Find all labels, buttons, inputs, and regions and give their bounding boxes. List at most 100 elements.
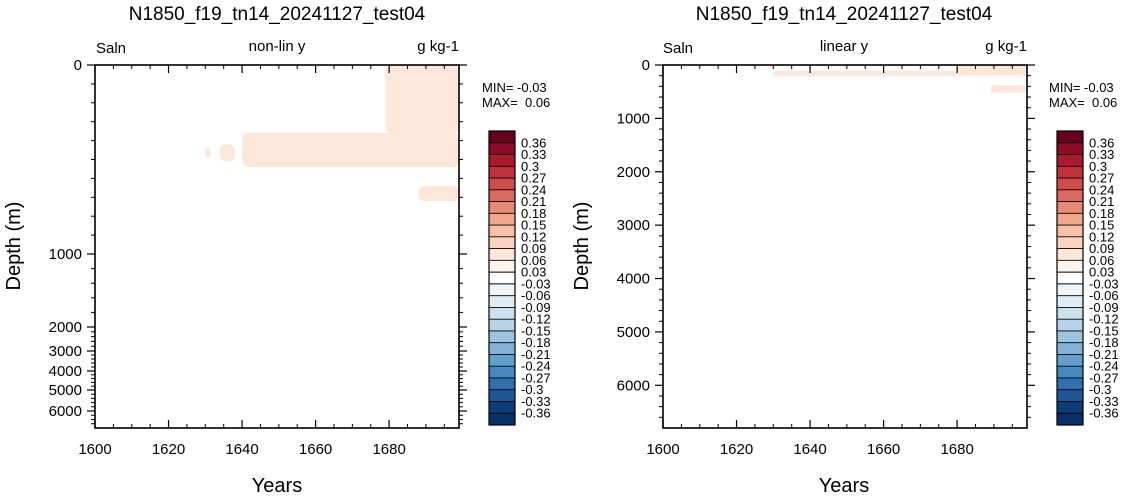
plot-frame <box>94 64 460 429</box>
y-tick-label: 4000 <box>49 363 82 380</box>
y-tick-label: 0 <box>642 57 650 74</box>
colorbar-label: -0.03 <box>521 276 551 291</box>
variable-label: Saln <box>663 40 693 57</box>
chart-title: N1850_f19_tn14_20241127_test04 <box>129 4 426 25</box>
anomaly-region <box>385 65 459 134</box>
colorbar-label: 0.21 <box>521 194 546 209</box>
colorbar-label: -0.3 <box>1089 382 1111 397</box>
colorbar-swatch <box>489 401 515 414</box>
colorbar-swatch <box>1057 248 1083 261</box>
colorbar-label: 0.24 <box>521 182 546 197</box>
colorbar-label: -0.12 <box>1089 312 1119 327</box>
anomaly-region <box>242 133 459 168</box>
colorbar-label: -0.09 <box>1089 300 1119 315</box>
colorbar-label: -0.15 <box>521 323 551 338</box>
min-label: MIN= -0.03 <box>482 80 547 95</box>
x-tick-label: 1600 <box>78 441 111 458</box>
y-tick-label: 5000 <box>49 382 82 399</box>
colorbar-label: 0.21 <box>1089 194 1114 209</box>
y-axis-label: Depth (m) <box>3 202 25 291</box>
colorbar-frame <box>488 130 516 426</box>
chart-title: N1850_f19_tn14_20241127_test04 <box>696 4 993 25</box>
colorbar-swatch <box>489 131 515 144</box>
y-scale-label: non-lin y <box>249 38 306 55</box>
colorbar-swatch <box>489 342 515 355</box>
colorbar-label: -0.21 <box>521 347 551 362</box>
colorbar-label: 0.12 <box>1089 229 1114 244</box>
x-axis-label: Years <box>252 475 302 497</box>
colorbar-label: 0.09 <box>1089 241 1114 256</box>
colorbar-label: 0.12 <box>521 229 546 244</box>
colorbar-label: -0.15 <box>1089 323 1119 338</box>
colorbar-swatch <box>1057 189 1083 203</box>
colorbar-label: -0.27 <box>1089 370 1119 385</box>
y-tick-label: 5000 <box>617 324 650 341</box>
colorbar-label: 0.15 <box>1089 218 1114 233</box>
colorbar-swatch <box>1057 307 1083 320</box>
colorbar-label: -0.09 <box>521 300 551 315</box>
colorbar-label: -0.06 <box>1089 288 1119 303</box>
anomaly-region <box>773 70 1027 76</box>
colorbar-swatch <box>489 213 515 226</box>
colorbar-label: -0.06 <box>521 288 551 303</box>
colorbar: 0.360.330.30.270.240.210.180.150.120.090… <box>1056 130 1119 426</box>
y-tick-label: 3000 <box>617 217 650 234</box>
y-tick-label: 3000 <box>49 343 82 360</box>
x-tick-label: 1600 <box>646 441 679 458</box>
x-tick-label: 1620 <box>720 441 753 458</box>
y-scale-label: linear y <box>820 38 869 55</box>
colorbar-swatch <box>489 260 515 273</box>
x-tick-label: 1640 <box>793 441 826 458</box>
colorbar-label: 0.33 <box>1089 147 1114 162</box>
colorbar-swatch <box>489 319 515 332</box>
colorbar-label: 0.27 <box>521 171 546 186</box>
colorbar-swatch <box>1057 201 1083 214</box>
colorbar-label: -0.12 <box>521 312 551 327</box>
colorbar-label: 0.27 <box>1089 171 1114 186</box>
units-label: g kg-1 <box>417 38 459 55</box>
colorbar-swatch <box>1057 377 1083 391</box>
colorbar-swatch <box>489 201 515 214</box>
axis-ticks: 1600 1620 1640 1660 1680 0 1000 2000 3000 4000 500… <box>49 57 467 458</box>
colorbar-label: 0.09 <box>521 241 546 256</box>
colorbar-swatch <box>489 272 515 285</box>
colorbar-swatch <box>1057 366 1083 379</box>
colorbar-swatch <box>489 283 515 297</box>
colorbar-label: 0.36 <box>1089 135 1114 150</box>
colorbar-swatch <box>489 377 515 391</box>
plot-frame <box>662 64 1028 429</box>
colorbar-label: 0.3 <box>1089 159 1107 174</box>
colorbar-swatch <box>489 225 515 238</box>
anomaly-regions <box>205 65 459 202</box>
x-axis-label: Years <box>819 475 869 497</box>
colorbar-label: 0.03 <box>1089 265 1114 280</box>
y-axis-label: Depth (m) <box>571 202 593 291</box>
units-label: g kg-1 <box>985 38 1027 55</box>
colorbar-swatch <box>1057 225 1083 238</box>
colorbar-swatch <box>1057 142 1083 156</box>
colorbar-swatch <box>489 330 515 344</box>
colorbar-label: -0.33 <box>1089 394 1119 409</box>
colorbar-label: 0.15 <box>521 218 546 233</box>
y-tick-label: 4000 <box>617 271 650 288</box>
colorbar-swatch <box>1057 389 1083 402</box>
colorbar-swatch <box>489 178 515 191</box>
x-tick-label: 1620 <box>152 441 185 458</box>
colorbar-swatch <box>1057 178 1083 191</box>
y-tick-label: 1000 <box>617 110 650 127</box>
colorbar-label: 0.24 <box>1089 182 1114 197</box>
anomaly-region <box>205 148 211 158</box>
anomaly-region <box>957 65 1027 72</box>
colorbar-label: 0.18 <box>521 206 546 221</box>
y-tick-label: 6000 <box>617 377 650 394</box>
colorbar-swatch <box>489 366 515 379</box>
axis-ticks: 1600 1620 1640 1660 1680 0 1000 2000 3000 4000 500… <box>617 57 1035 458</box>
colorbar-swatch <box>489 389 515 402</box>
colorbar-swatch <box>1057 319 1083 332</box>
colorbar-label: 0.03 <box>521 265 546 280</box>
colorbar-label: -0.3 <box>521 382 543 397</box>
colorbar-swatch <box>489 166 515 179</box>
colorbar-label: -0.24 <box>1089 359 1119 374</box>
colorbar-swatch <box>1057 154 1083 167</box>
